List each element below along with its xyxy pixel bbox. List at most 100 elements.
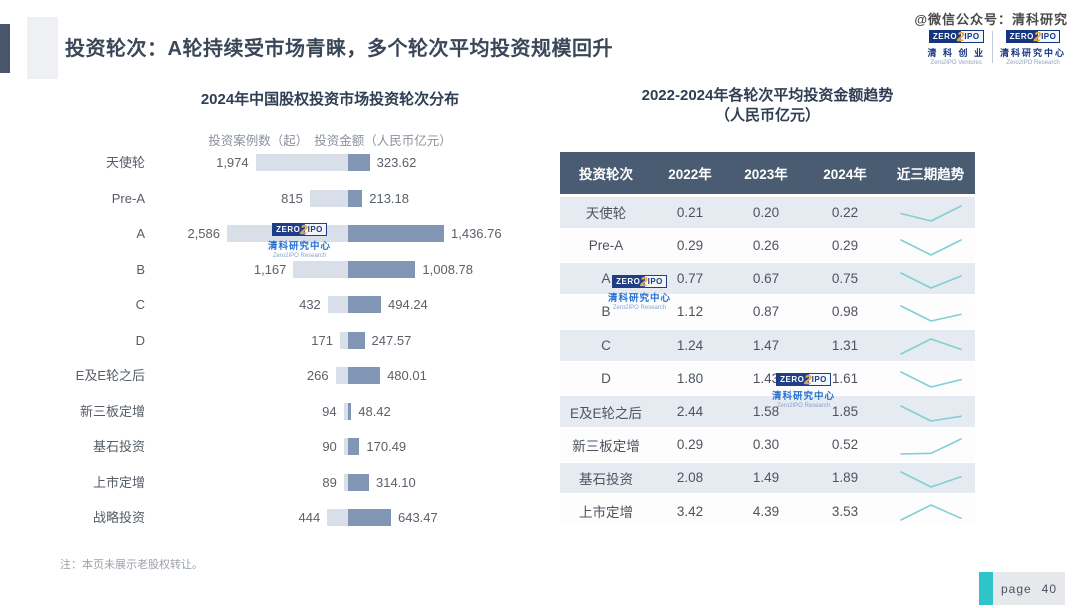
trend-cell: [886, 331, 975, 359]
trend-cell: [886, 232, 975, 260]
count-value: 815: [281, 190, 303, 206]
amount-value: 494.24: [388, 297, 428, 312]
count-value: 444: [298, 510, 321, 525]
logo-zero-text: ZERO: [928, 30, 962, 43]
bar-row: D 171 247.57: [30, 323, 550, 358]
table-year-value: 2.08: [676, 470, 704, 486]
bar-area: 1,167 1,008.78: [180, 252, 565, 287]
amount-bar: [348, 296, 382, 313]
bar-row: E及E轮之后 266 480.01: [30, 358, 550, 393]
table-round-label: 新三板定增: [572, 438, 640, 454]
logo-two-text: 2: [957, 29, 965, 44]
amount-value: 643.47: [397, 510, 438, 525]
bar-row: 基石投资 90 170.49: [30, 429, 550, 464]
trend-cell: [886, 364, 975, 392]
table-title-line1: 2022-2024年各轮次平均投资金额趋势: [641, 87, 894, 104]
trend-sparkline: [899, 205, 962, 223]
bar-row: 上市定增 89 314.10: [30, 465, 550, 500]
table-year-value: 1.12: [676, 304, 704, 320]
bar-row-label: C: [135, 297, 145, 312]
research-en-label: Zero2IPO Research: [612, 305, 667, 311]
table-year-value: 0.87: [752, 304, 780, 320]
table-year-value: 1.31: [831, 337, 859, 353]
trend-sparkline: [899, 305, 962, 322]
research-cn-label: 清科研究中心: [772, 391, 836, 402]
page-number-box: page 40: [993, 572, 1065, 605]
zero2ipo-watermark: ZERO 2 IPO 清科研究中心 Zero2IPO Research: [772, 372, 835, 409]
table-year-value: 4.39: [752, 503, 780, 519]
table-year-value: 0.29: [676, 238, 704, 254]
trend-sparkline: [899, 238, 962, 256]
table-year-value: 0.29: [831, 238, 859, 254]
table-year-value: 1.47: [752, 337, 780, 353]
table-row: B 1.12 0.87 0.98: [560, 296, 975, 328]
table-round-label: A: [601, 271, 611, 287]
page-number: page 40: [1000, 581, 1058, 596]
header-accent-light-bar: [27, 17, 58, 79]
trend-table: 投资轮次 2022年 2023年 2024年 近三期趋势 天使轮 0.21 0.20 0.22…: [560, 152, 975, 529]
table-year-value: 1.43: [752, 370, 780, 386]
table-year-value: 0.52: [831, 437, 859, 453]
page-title: 投资轮次：A轮持续受市场青睐，多个轮次平均投资规模回升: [65, 38, 613, 60]
zero2ipo-logo-icon: ZERO 2 IPO: [928, 29, 984, 44]
logo-zero-text: ZERO: [776, 373, 809, 386]
count-value: 94: [322, 403, 337, 419]
table-year-value: 0.75: [831, 271, 859, 287]
count-bar: [343, 473, 348, 491]
table-header-cell: 投资轮次: [579, 167, 633, 182]
count-value: 266: [306, 368, 329, 383]
count-bar: [327, 296, 348, 313]
count-value: 432: [299, 297, 321, 312]
trend-cell: [886, 431, 975, 459]
trend-sparkline: [899, 437, 962, 455]
bar-row: Pre-A 815 213.18: [30, 181, 550, 216]
bar-row-label: 上市定增: [92, 474, 145, 490]
bar-row-label: Pre-A: [111, 190, 145, 206]
amount-bar: [348, 189, 363, 207]
trend-cell: [886, 265, 975, 293]
count-bar: [335, 367, 348, 384]
trend-sparkline: [899, 504, 962, 521]
logo-ipo-text: IPO: [1037, 30, 1061, 43]
table-year-value: 1.89: [831, 470, 859, 486]
table-header-row: 投资轮次 2022年 2023年 2024年 近三期趋势: [560, 152, 975, 194]
table-year-value: 3.53: [831, 503, 859, 519]
ventures-en-label: Zero2IPO Ventures: [930, 60, 982, 66]
logo-ipo-text: IPO: [643, 275, 667, 288]
count-bar: [255, 154, 348, 171]
bar-row-label: B: [136, 261, 145, 277]
trend-cell: [886, 464, 975, 492]
table-row: D 1.80 1.43 1.61: [560, 362, 975, 394]
table-body: 天使轮 0.21 0.20 0.22 Pre-A 0.29 0.26 0.29 A 0.77 0.6…: [560, 197, 975, 527]
count-bar: [343, 402, 348, 420]
bar-row-label: 基石投资: [92, 439, 145, 454]
amount-value: 170.49: [366, 439, 407, 454]
logo-two-text: 2: [300, 222, 308, 237]
table-year-value: 0.21: [676, 204, 704, 220]
logo-zero-text: ZERO: [612, 275, 645, 288]
bar-area: 815 213.18: [180, 181, 565, 216]
legend-amount-label: 投资金额（人民币亿元）: [314, 134, 452, 148]
logo-zero-text: ZERO: [1005, 30, 1038, 43]
table-round-label: E及E轮之后: [569, 405, 642, 421]
trend-cell: [886, 497, 975, 525]
table-round-label: D: [601, 370, 611, 386]
table-year-value: 0.20: [752, 204, 780, 220]
zero2ipo-logo-icon: ZERO 2 IPO: [776, 372, 831, 387]
amount-value: 323.62: [376, 155, 417, 170]
table-row: C 1.24 1.47 1.31: [560, 329, 975, 361]
table-year-value: 1.80: [676, 370, 704, 386]
logo-zero-text: ZERO: [272, 223, 305, 236]
research-en-label: Zero2IPO Research: [272, 253, 327, 259]
table-year-value: 3.42: [676, 503, 704, 519]
research-cn-label: 清科研究中心: [268, 241, 332, 252]
table-title-line2: （人民币亿元）: [714, 107, 820, 124]
table-title: 2022-2024年各轮次平均投资金额趋势 （人民币亿元）: [560, 86, 975, 126]
page-number-accent: [979, 572, 993, 605]
table-header-cell: 2023年: [744, 167, 788, 182]
logo-divider: [991, 31, 993, 63]
header-accent-dark-bar: [0, 24, 10, 73]
bar-area: 266 480.01: [180, 358, 565, 393]
table-year-value: 0.77: [676, 271, 704, 287]
bar-area: 94 48.42: [180, 394, 565, 429]
